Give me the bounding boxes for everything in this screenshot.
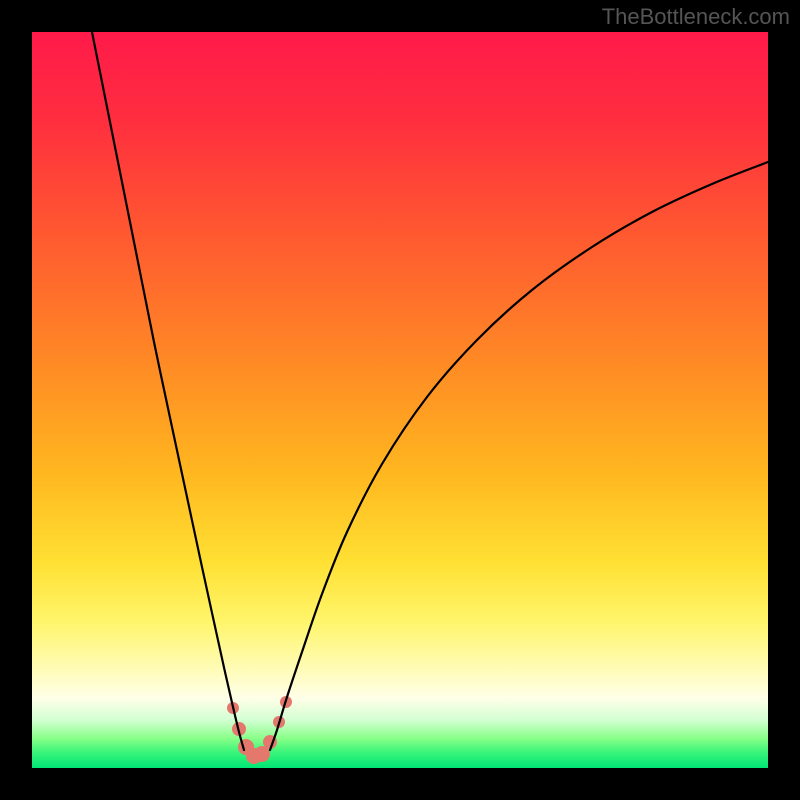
chart-frame: TheBottleneck.com bbox=[0, 0, 800, 800]
curve-layer bbox=[32, 32, 768, 768]
right-curve bbox=[270, 162, 768, 750]
watermark-text: TheBottleneck.com bbox=[602, 4, 790, 30]
valley-dots bbox=[227, 696, 292, 764]
left-curve bbox=[92, 32, 244, 750]
plot-area bbox=[32, 32, 768, 768]
